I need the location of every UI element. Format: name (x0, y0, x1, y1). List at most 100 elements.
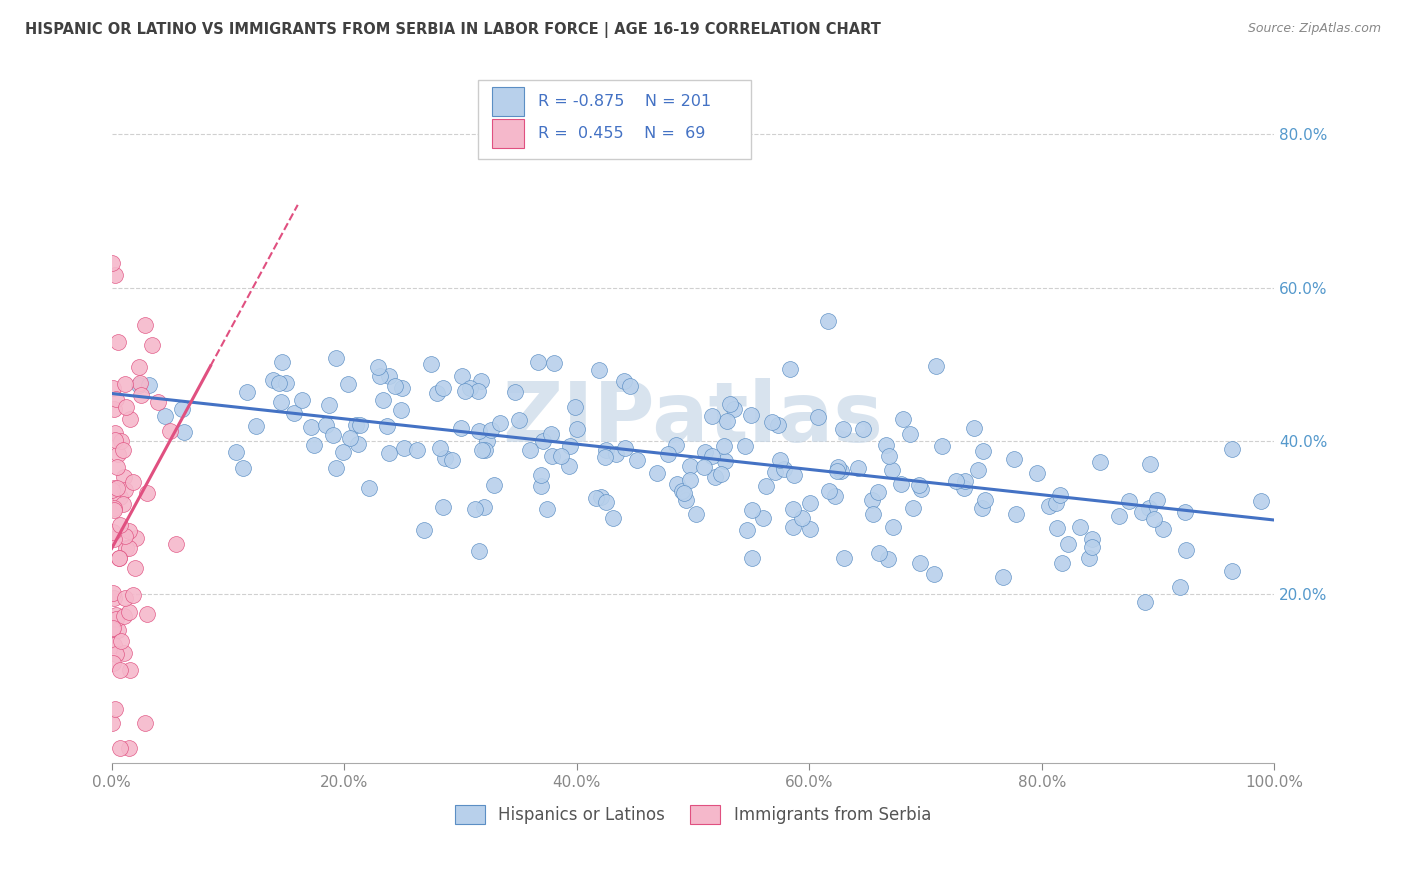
Point (782, 520, 804, 534)
Point (734, 439, 756, 453)
Point (413, 523, 436, 537)
Point (112, 609, 135, 624)
Point (763, 465, 786, 479)
Point (1081, 540, 1104, 554)
Point (276, 376, 298, 390)
Point (761, 415, 783, 429)
Point (540, 450, 562, 464)
Point (451, 369, 474, 384)
Point (347, 436, 370, 450)
Point (474, 442, 496, 457)
Point (103, 524, 125, 539)
Point (1152, 522, 1174, 536)
Point (1118, 493, 1140, 508)
Point (120, 411, 142, 425)
Point (519, 442, 541, 457)
Point (377, 446, 399, 460)
Point (766, 417, 789, 432)
Point (104, 702, 127, 716)
Point (908, 478, 931, 492)
Point (613, 374, 636, 388)
Point (530, 467, 553, 482)
Point (103, 532, 125, 546)
Point (108, 490, 131, 504)
Point (702, 450, 724, 464)
Point (1077, 550, 1099, 565)
Point (124, 561, 146, 575)
Point (299, 420, 322, 434)
Point (1168, 581, 1191, 595)
Point (141, 338, 163, 352)
Point (368, 369, 391, 384)
Point (862, 507, 884, 521)
Point (772, 462, 794, 476)
Point (384, 379, 406, 393)
Point (1049, 487, 1071, 501)
Point (529, 479, 551, 493)
Point (103, 503, 125, 517)
Point (671, 484, 693, 499)
Point (104, 612, 127, 626)
Point (831, 422, 853, 436)
Point (349, 417, 371, 432)
Point (543, 356, 565, 370)
Text: HISPANIC OR LATINO VS IMMIGRANTS FROM SERBIA IN LABOR FORCE | AGE 16-19 CORRELAT: HISPANIC OR LATINO VS IMMIGRANTS FROM SE… (25, 22, 882, 38)
Point (110, 434, 132, 448)
Point (1081, 532, 1104, 546)
Point (225, 444, 247, 458)
Point (714, 453, 737, 467)
Point (440, 453, 463, 467)
Point (825, 465, 848, 479)
Point (118, 524, 141, 538)
Point (1045, 495, 1067, 509)
Point (125, 531, 148, 545)
Point (173, 425, 195, 440)
Point (420, 357, 443, 371)
Point (880, 463, 903, 477)
Point (108, 663, 131, 677)
Point (605, 446, 627, 460)
Point (1174, 505, 1197, 519)
FancyBboxPatch shape (478, 80, 751, 160)
Point (799, 522, 821, 536)
Point (135, 486, 157, 500)
Point (107, 335, 129, 350)
Point (818, 484, 841, 499)
Point (972, 443, 994, 458)
Point (114, 400, 136, 414)
Point (967, 463, 990, 477)
Point (972, 501, 994, 516)
Point (536, 502, 558, 516)
Point (531, 434, 554, 449)
Point (104, 433, 127, 447)
Point (564, 400, 586, 414)
Point (389, 403, 412, 417)
Point (429, 441, 451, 455)
Point (105, 647, 128, 661)
Legend: Hispanics or Latinos, Immigrants from Serbia: Hispanics or Latinos, Immigrants from Se… (456, 805, 931, 824)
Text: Source: ZipAtlas.com: Source: ZipAtlas.com (1247, 22, 1381, 36)
Point (693, 459, 716, 474)
Point (103, 500, 125, 515)
Point (339, 431, 361, 445)
Point (105, 481, 128, 495)
Point (114, 528, 136, 542)
Point (129, 376, 152, 391)
Point (591, 491, 613, 505)
Point (782, 501, 804, 516)
Point (1139, 458, 1161, 472)
Point (737, 524, 759, 538)
Point (101, 622, 124, 636)
Point (373, 392, 395, 407)
Point (991, 569, 1014, 583)
Point (665, 438, 688, 452)
Point (713, 439, 735, 453)
Point (868, 546, 890, 560)
Point (585, 491, 607, 505)
Point (657, 447, 679, 461)
Point (741, 550, 763, 565)
Point (1108, 509, 1130, 524)
Point (481, 424, 503, 438)
Point (367, 359, 389, 374)
Point (468, 425, 491, 439)
